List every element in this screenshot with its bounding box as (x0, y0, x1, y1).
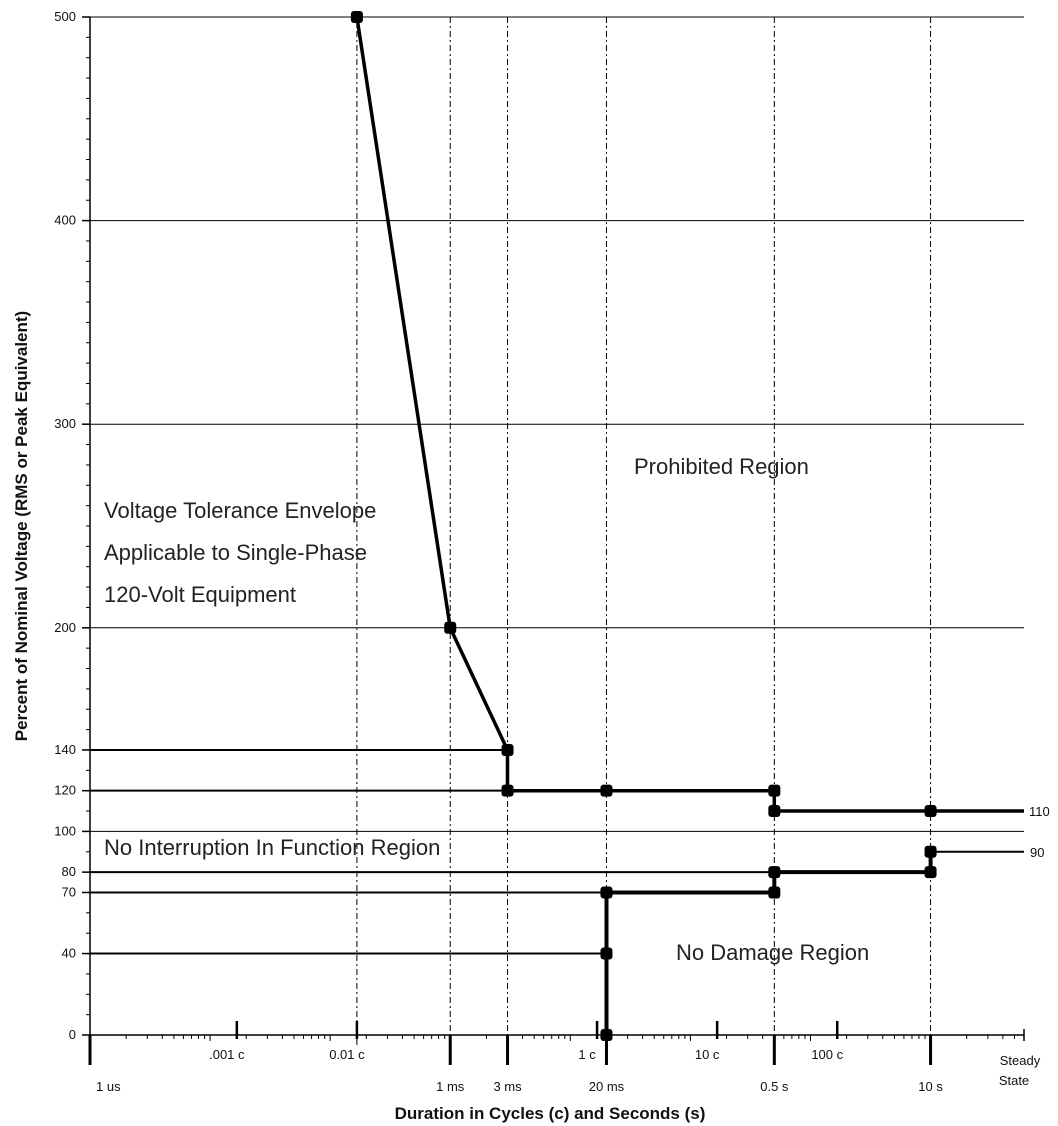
data-point-upper (768, 805, 781, 818)
data-point-upper (350, 11, 363, 23)
x-seconds-tick-label: 1 us (96, 1079, 121, 1094)
data-point-lower (924, 845, 937, 858)
data-point-lower (600, 1029, 613, 1041)
text-layer: 0 40 70 80 100 120 140 200 300 400 500 .001 c 0.01 c… (12, 9, 1050, 1123)
y-tick-label: 70 (62, 884, 76, 899)
x-axis-title: Duration in Cycles (c) and Seconds (s) (395, 1104, 706, 1123)
envelope-annotation-line: Applicable to Single-Phase (104, 540, 367, 565)
x-seconds-tick-label: 10 s (918, 1079, 943, 1094)
data-point-upper (501, 743, 514, 756)
series-layer (355, 16, 1024, 1035)
data-point-upper (501, 784, 514, 797)
y-tick-label: 400 (54, 213, 76, 228)
data-point-lower (600, 886, 613, 899)
y-tick-label: 80 (62, 864, 76, 879)
no-interruption-region-label: No Interruption In Function Region (104, 835, 440, 860)
axes-layer (82, 16, 1025, 1065)
y-tick-label: 500 (54, 9, 76, 24)
x-seconds-tick-label: 1 ms (436, 1079, 465, 1094)
x-cycle-tick-label: .001 c (209, 1047, 245, 1062)
series-line-upper (355, 16, 1024, 813)
x-cycle-tick-label: 100 c (811, 1047, 843, 1062)
steady-state-label-2: State (999, 1073, 1029, 1088)
y-tick-label: 0 (69, 1027, 76, 1042)
x-cycle-tick-label: 1 c (578, 1047, 596, 1062)
no-damage-region-label: No Damage Region (676, 940, 869, 965)
end-label-90: 90 (1030, 845, 1044, 860)
data-point-lower (768, 866, 781, 879)
markers-layer (350, 11, 937, 1041)
x-seconds-tick-label: 3 ms (493, 1079, 522, 1094)
steady-state-label-1: Steady (1000, 1053, 1041, 1068)
x-cycle-tick-label: 0.01 c (329, 1047, 365, 1062)
data-point-upper (444, 621, 457, 634)
y-tick-label: 200 (54, 620, 76, 635)
y-tick-label: 40 (62, 946, 76, 961)
x-seconds-tick-label: 20 ms (589, 1079, 625, 1094)
y-tick-label: 300 (54, 416, 76, 431)
data-point-upper (768, 784, 781, 797)
data-point-upper (600, 784, 613, 797)
prohibited-region-label: Prohibited Region (634, 454, 809, 479)
y-tick-label: 140 (54, 742, 76, 757)
level-lines-layer (90, 748, 1024, 955)
envelope-annotation-line: Voltage Tolerance Envelope (104, 498, 376, 523)
data-point-lower (768, 886, 781, 899)
grid-layer (90, 16, 1024, 832)
x-cycle-tick-label: 10 c (695, 1047, 720, 1062)
envelope-annotation-line: 120-Volt Equipment (104, 582, 296, 607)
data-point-lower (924, 866, 937, 879)
y-axis-title: Percent of Nominal Voltage (RMS or Peak … (12, 311, 31, 741)
data-point-lower (600, 947, 613, 960)
data-point-upper (924, 805, 937, 818)
y-tick-label: 120 (54, 783, 76, 798)
end-label-110: 110 (1029, 804, 1050, 819)
y-tick-label: 100 (54, 823, 76, 838)
x-seconds-tick-label: 0.5 s (760, 1079, 789, 1094)
